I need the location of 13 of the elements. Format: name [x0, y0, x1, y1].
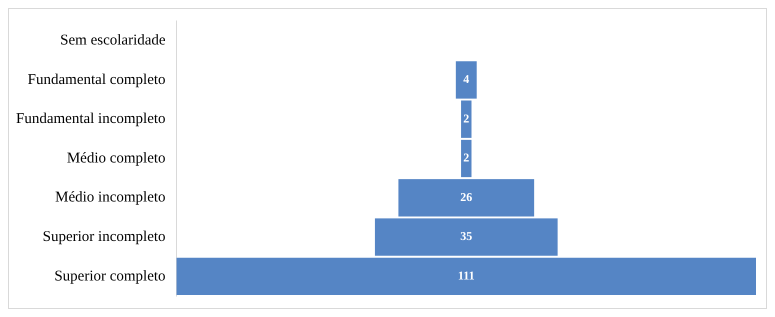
data-label: 35	[460, 229, 472, 244]
data-label: 4	[463, 72, 470, 86]
category-label: Superior completo	[54, 268, 166, 284]
data-label: 26	[460, 190, 472, 204]
category-label: Superior incompleto	[42, 229, 166, 246]
category-label: Fundamental incompleto	[16, 111, 166, 128]
data-label: 111	[458, 268, 475, 282]
category-label: Médio completo	[66, 150, 166, 166]
category-label: Fundamental completo	[28, 72, 166, 88]
data-label: 2	[463, 111, 470, 126]
category-label: Médio incompleto	[55, 190, 166, 206]
category-label: Sem escolaridade	[60, 32, 166, 49]
data-label: 2	[463, 150, 470, 165]
